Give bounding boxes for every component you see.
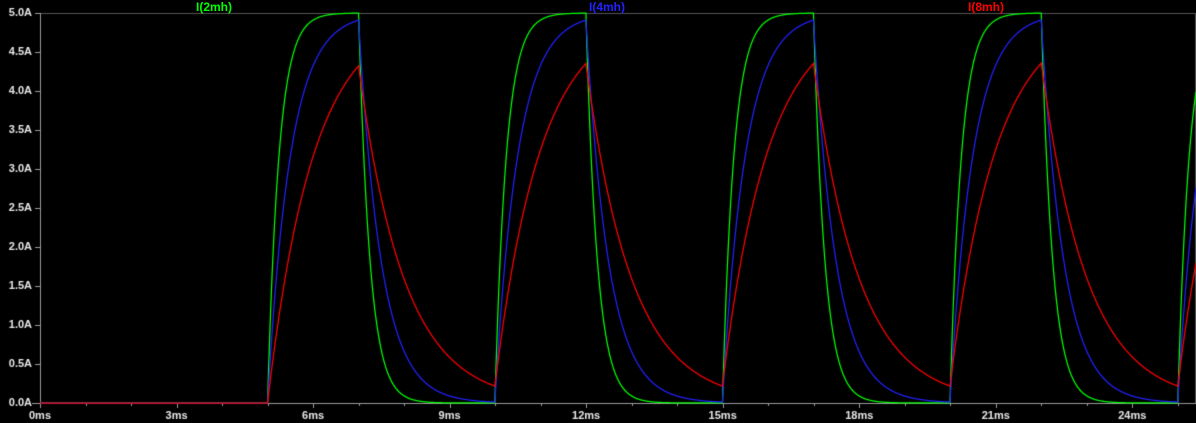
trace-label-i8mh[interactable]: I(8mh) [968,0,1004,14]
trace-label-i2mh[interactable]: I(2mh) [196,0,232,14]
trace-label-i4mh[interactable]: I(4mh) [589,0,625,14]
